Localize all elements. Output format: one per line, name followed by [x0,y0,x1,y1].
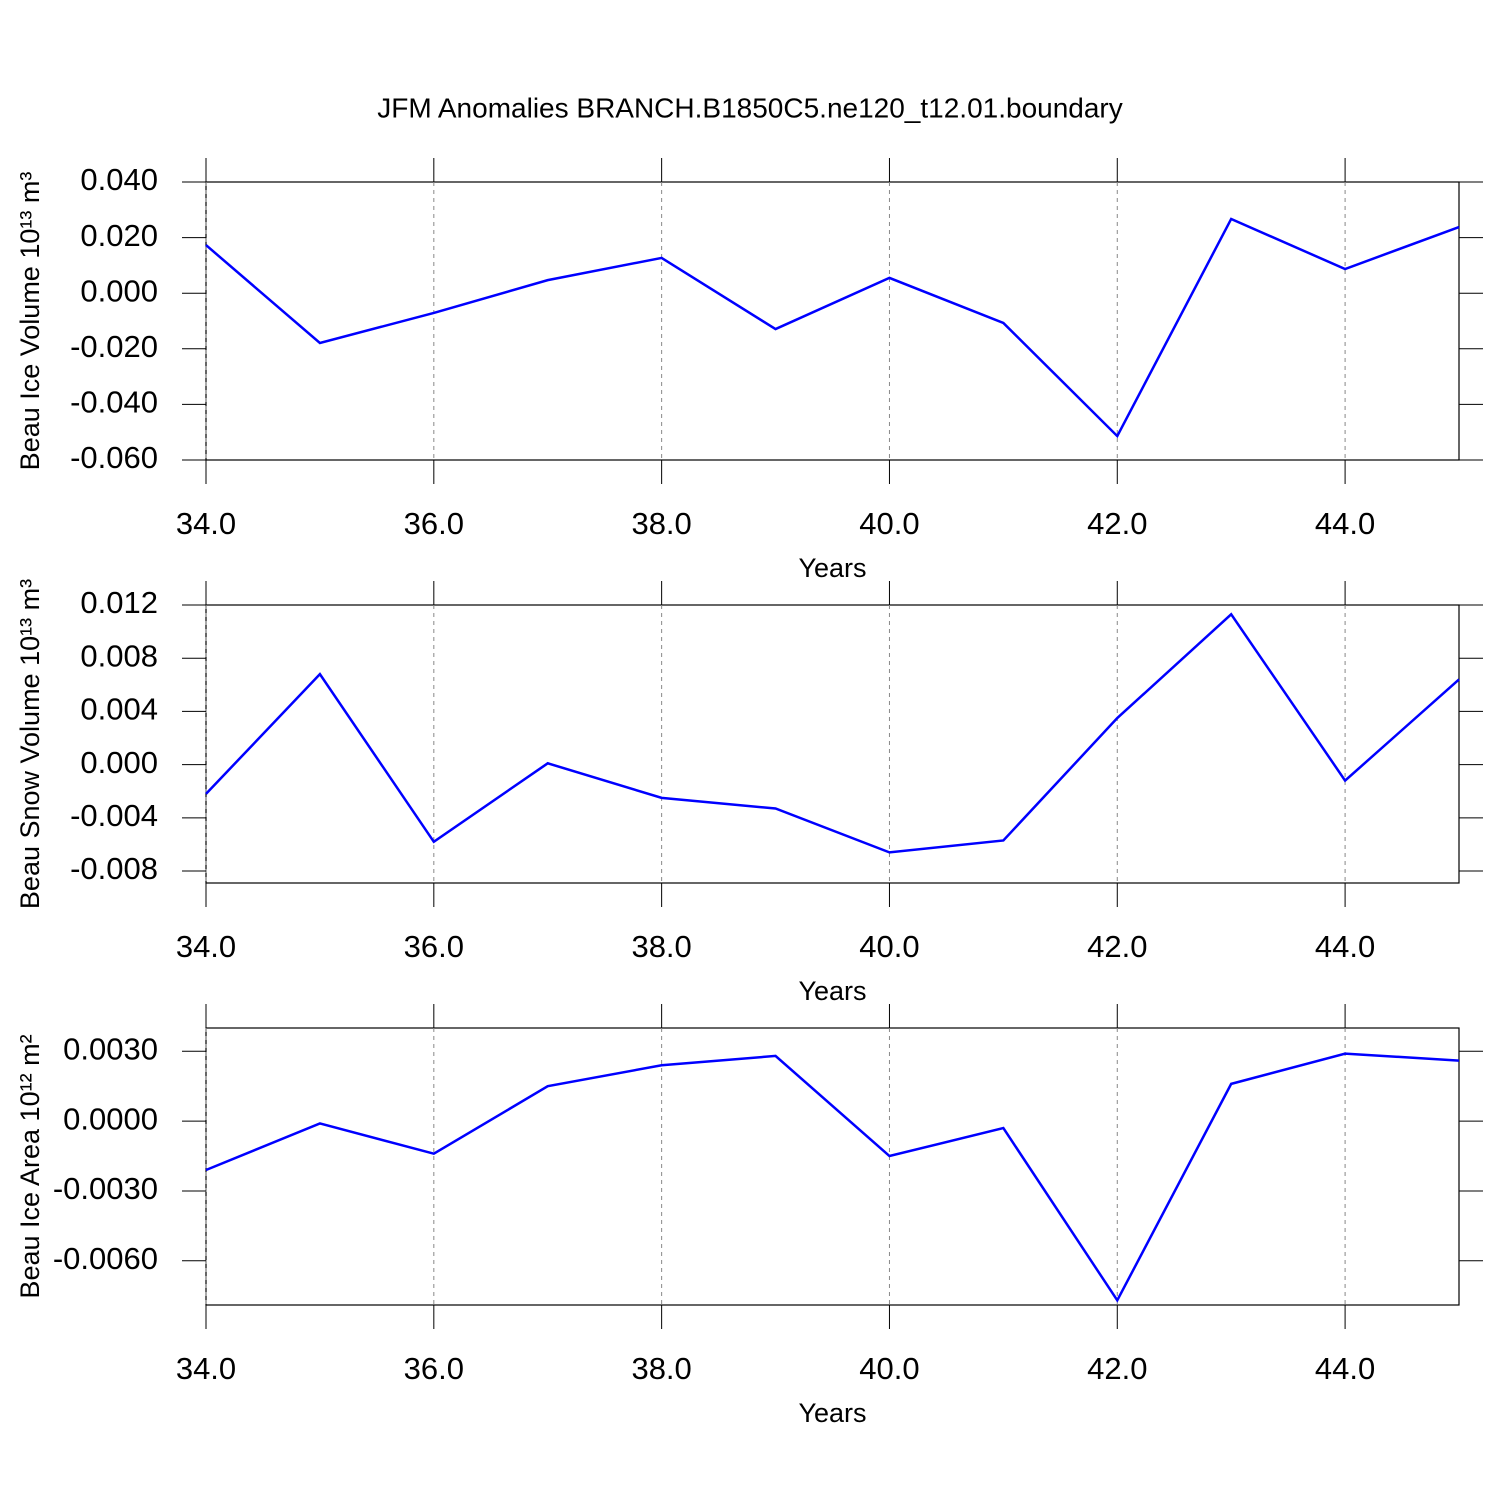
y-axis-label: Beau Ice Area 10¹² m² [15,1034,45,1298]
y-tick-label: -0.020 [70,329,158,364]
y-tick-label: 0.040 [80,162,158,197]
x-tick-label: 38.0 [631,1351,691,1386]
y-tick-label: -0.060 [70,440,158,475]
plot-frame [205,181,1460,461]
x-tick-label: 34.0 [176,929,236,964]
x-tick-label: 42.0 [1087,1351,1147,1386]
plot-frame [205,1027,1460,1306]
y-tick-label: 0.0000 [63,1101,158,1136]
x-tick-label: 36.0 [404,1351,464,1386]
data-line [205,217,1460,439]
y-tick-label: -0.0060 [53,1241,158,1276]
y-tick-label: -0.0030 [53,1171,158,1206]
y-tick-label: -0.040 [70,385,158,420]
data-line [205,1052,1460,1303]
x-tick-label: 42.0 [1087,506,1147,541]
chart-title: JFM Anomalies BRANCH.B1850C5.ne120_t12.0… [377,92,1123,123]
plot-frame [205,604,1460,884]
x-axis-label: Years [798,976,866,1006]
x-tick-label: 40.0 [859,506,919,541]
x-tick-label: 44.0 [1315,929,1375,964]
y-axis-label: Beau Snow Volume 10¹³ m³ [15,579,45,909]
y-tick-label: 0.000 [80,273,158,308]
x-tick-label: 40.0 [859,929,919,964]
x-axis-label: Years [798,553,866,583]
y-axis-label: Beau Ice Volume 10¹³ m³ [15,172,45,471]
x-tick-label: 34.0 [176,506,236,541]
y-tick-label: 0.008 [80,638,158,673]
x-tick-label: 38.0 [631,506,691,541]
x-tick-label: 44.0 [1315,1351,1375,1386]
y-tick-label: 0.000 [80,745,158,780]
y-tick-label: -0.004 [70,798,158,833]
x-tick-label: 36.0 [404,506,464,541]
x-tick-label: 36.0 [404,929,464,964]
y-tick-label: 0.012 [80,585,158,620]
x-tick-label: 44.0 [1315,506,1375,541]
x-tick-label: 38.0 [631,929,691,964]
x-tick-label: 42.0 [1087,929,1147,964]
x-tick-label: 34.0 [176,1351,236,1386]
x-axis-label: Years [798,1398,866,1428]
data-line [205,612,1460,854]
y-tick-label: 0.0030 [63,1031,158,1066]
y-tick-label: 0.004 [80,692,158,727]
y-tick-label: -0.008 [70,851,158,886]
x-tick-label: 40.0 [859,1351,919,1386]
y-tick-label: 0.020 [80,218,158,253]
